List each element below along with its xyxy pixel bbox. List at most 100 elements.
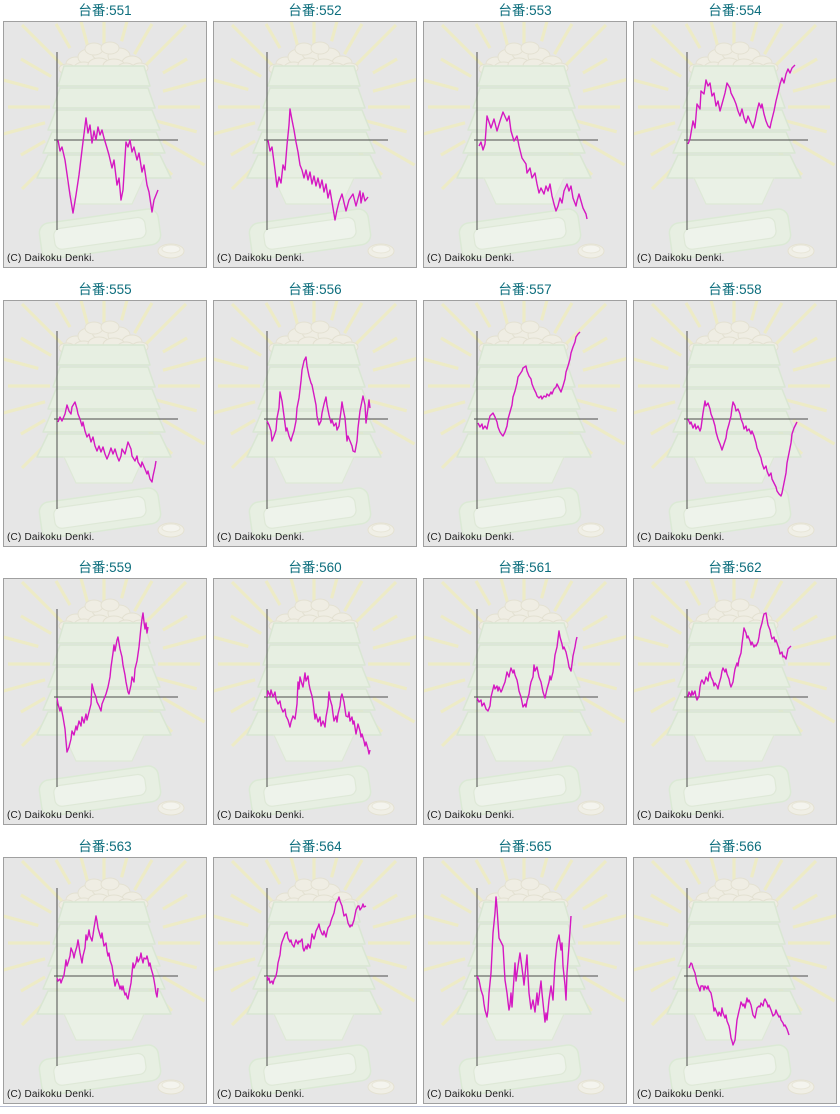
series-line bbox=[688, 961, 790, 1046]
chart-panel: (C) Daikoku Denki. bbox=[633, 856, 837, 1104]
copyright-label: (C) Daikoku Denki. bbox=[7, 531, 95, 543]
chart-title: 台番:551 bbox=[78, 3, 132, 18]
copyright-label: (C) Daikoku Denki. bbox=[427, 253, 515, 264]
chart-title: 台番:555 bbox=[78, 281, 132, 297]
chart-title: 台番:561 bbox=[498, 560, 552, 575]
chart-title: 台番:563 bbox=[78, 838, 132, 854]
copyright-label: (C) Daikoku Denki. bbox=[637, 531, 725, 543]
chart-cell: 台番:558 (C) Daikoku Denki. bbox=[630, 279, 840, 558]
chart-panel: (C) Daikoku Denki. bbox=[3, 856, 207, 1104]
chart-title: 台番:553 bbox=[498, 3, 552, 18]
chart-plot bbox=[214, 857, 416, 1098]
series-line bbox=[477, 331, 581, 437]
page-bottom-divider bbox=[0, 1106, 840, 1107]
chart-panel: (C) Daikoku Denki. bbox=[3, 299, 207, 547]
copyright-label: (C) Daikoku Denki. bbox=[217, 531, 305, 543]
watermark bbox=[214, 300, 416, 541]
chart-panel: (C) Daikoku Denki. bbox=[633, 21, 837, 268]
chart-title: 台番:558 bbox=[708, 281, 762, 297]
copyright-label: (C) Daikoku Denki. bbox=[7, 810, 95, 821]
series-line bbox=[57, 117, 159, 214]
chart-cell: 台番:560 (C) Daikoku Denki. bbox=[210, 557, 420, 836]
copyright-label: (C) Daikoku Denki. bbox=[637, 1088, 725, 1100]
chart-title: 台番:559 bbox=[78, 560, 132, 575]
chart-panel: (C) Daikoku Denki. bbox=[213, 856, 417, 1104]
chart-cell: 台番:559 (C) Daikoku Denki. bbox=[0, 557, 210, 836]
series-line bbox=[478, 111, 588, 220]
chart-title: 台番:565 bbox=[498, 838, 552, 854]
chart-panel: (C) Daikoku Denki. bbox=[213, 578, 417, 825]
copyright-label: (C) Daikoku Denki. bbox=[427, 810, 515, 821]
chart-plot bbox=[634, 300, 836, 541]
series-line bbox=[56, 612, 149, 753]
chart-plot bbox=[4, 22, 206, 262]
watermark bbox=[424, 22, 626, 262]
series-line bbox=[266, 895, 367, 985]
series-line bbox=[476, 630, 578, 712]
chart-panel: (C) Daikoku Denki. bbox=[213, 299, 417, 547]
series-line bbox=[687, 399, 798, 497]
chart-cell: 台番:566 (C) Daikoku Denki. bbox=[630, 836, 840, 1114]
chart-plot bbox=[634, 22, 836, 262]
chart-panel: (C) Daikoku Denki. bbox=[423, 299, 627, 547]
chart-plot bbox=[424, 22, 626, 262]
chart-cell: 台番:565 (C) Daikoku Denki. bbox=[420, 836, 630, 1114]
chart-cell: 台番:562 (C) Daikoku Denki. bbox=[630, 557, 840, 836]
series-line bbox=[57, 400, 157, 483]
watermark bbox=[634, 300, 836, 541]
chart-cell: 台番:552 (C) Daikoku Denki. bbox=[210, 0, 420, 279]
chart-cell: 台番:551 (C) Daikoku Denki. bbox=[0, 0, 210, 279]
series-line bbox=[476, 895, 572, 1023]
chart-panel: (C) Daikoku Denki. bbox=[423, 578, 627, 825]
chart-title: 台番:566 bbox=[708, 838, 762, 854]
chart-title: 台番:564 bbox=[288, 838, 342, 854]
chart-title: 台番:557 bbox=[498, 281, 552, 297]
copyright-label: (C) Daikoku Denki. bbox=[7, 1088, 95, 1100]
chart-panel: (C) Daikoku Denki. bbox=[423, 856, 627, 1104]
chart-panel: (C) Daikoku Denki. bbox=[3, 21, 207, 268]
chart-cell: 台番:554 (C) Daikoku Denki. bbox=[630, 0, 840, 279]
chart-plot bbox=[424, 300, 626, 541]
series-line bbox=[687, 64, 796, 145]
chart-plot bbox=[214, 300, 416, 541]
chart-panel: (C) Daikoku Denki. bbox=[633, 299, 837, 547]
watermark bbox=[4, 857, 206, 1098]
watermark bbox=[214, 857, 416, 1098]
chart-plot bbox=[214, 22, 416, 262]
chart-title: 台番:562 bbox=[708, 560, 762, 575]
chart-panel: (C) Daikoku Denki. bbox=[423, 21, 627, 268]
chart-title: 台番:556 bbox=[288, 281, 342, 297]
watermark bbox=[214, 579, 416, 819]
chart-panel: (C) Daikoku Denki. bbox=[633, 578, 837, 825]
watermark bbox=[424, 579, 626, 819]
chart-cell: 台番:556 (C) Daikoku Denki. bbox=[210, 279, 420, 558]
chart-plot bbox=[634, 857, 836, 1098]
chart-cell: 台番:563 (C) Daikoku Denki. bbox=[0, 836, 210, 1114]
chart-cell: 台番:557 (C) Daikoku Denki. bbox=[420, 279, 630, 558]
series-line bbox=[687, 612, 792, 701]
chart-cell: 台番:561 (C) Daikoku Denki. bbox=[420, 557, 630, 836]
chart-plot bbox=[4, 579, 206, 819]
chart-plot bbox=[4, 300, 206, 541]
watermark bbox=[634, 22, 836, 262]
copyright-label: (C) Daikoku Denki. bbox=[637, 253, 725, 264]
chart-plot bbox=[214, 579, 416, 819]
series-line bbox=[56, 914, 159, 1000]
series-line bbox=[267, 108, 369, 221]
chart-cell: 台番:564 (C) Daikoku Denki. bbox=[210, 836, 420, 1114]
chart-cell: 台番:555 (C) Daikoku Denki. bbox=[0, 279, 210, 558]
copyright-label: (C) Daikoku Denki. bbox=[427, 531, 515, 543]
copyright-label: (C) Daikoku Denki. bbox=[7, 253, 95, 264]
series-line bbox=[266, 355, 371, 453]
copyright-label: (C) Daikoku Denki. bbox=[217, 1088, 305, 1100]
chart-cell: 台番:553 (C) Daikoku Denki. bbox=[420, 0, 630, 279]
watermark bbox=[634, 579, 836, 819]
watermark bbox=[4, 300, 206, 541]
watermark bbox=[214, 22, 416, 262]
chart-panel: (C) Daikoku Denki. bbox=[3, 578, 207, 825]
chart-title: 台番:560 bbox=[288, 560, 342, 575]
chart-plot bbox=[424, 857, 626, 1098]
chart-title: 台番:554 bbox=[708, 3, 762, 18]
chart-plot bbox=[4, 857, 206, 1098]
